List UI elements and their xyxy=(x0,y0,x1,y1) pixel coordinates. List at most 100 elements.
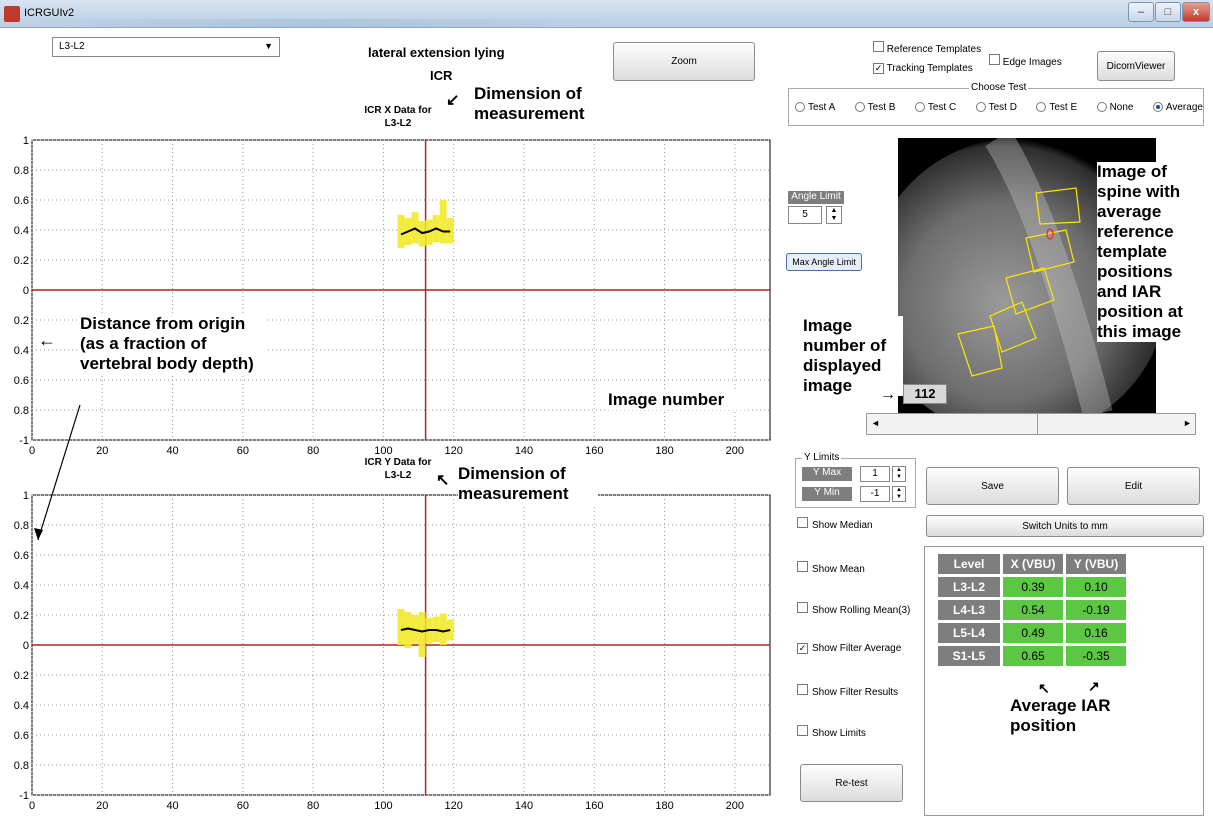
show-option-label: Show Rolling Mean(3) xyxy=(812,605,911,616)
y-tick-label: 1 xyxy=(23,135,29,147)
y-tick-label: 0 xyxy=(23,285,29,297)
test-radio-average[interactable]: Average xyxy=(1152,102,1203,113)
show-option-checkbox[interactable]: Show Limits xyxy=(797,725,866,739)
value-cell: -0.35 xyxy=(1066,646,1126,666)
band-segment xyxy=(397,609,405,645)
x-tick-label: 140 xyxy=(515,445,533,457)
table-row: S1-L5 0.65 -0.35 xyxy=(938,646,1126,666)
show-option-checkbox[interactable]: Show Filter Results xyxy=(797,684,898,698)
x-tick-label: 0 xyxy=(29,445,35,457)
band-segment xyxy=(397,215,405,248)
edge-images-label: Edge Images xyxy=(1002,57,1062,68)
value-cell: -0.19 xyxy=(1066,600,1126,620)
show-option-checkbox[interactable]: ✓ Show Filter Average xyxy=(797,643,901,654)
x-tick-label: 200 xyxy=(726,800,744,812)
x-tick-label: 40 xyxy=(166,800,178,812)
save-button[interactable]: Save xyxy=(926,467,1059,505)
image-slider[interactable]: ◄ ► xyxy=(866,413,1196,435)
tracking-templates-checkbox[interactable]: ✓ Tracking Templates xyxy=(873,63,973,74)
zoom-button[interactable]: Zoom xyxy=(613,42,755,81)
table-row: L5-L4 0.49 0.16 xyxy=(938,623,1126,643)
maximize-icon: □ xyxy=(1164,6,1172,18)
show-option-label: Show Median xyxy=(812,520,873,531)
show-option-label: Show Filter Average xyxy=(812,643,902,654)
level-select[interactable]: L3-L2 ▼ xyxy=(52,37,280,57)
annotation-arrow-line xyxy=(34,404,81,541)
chevron-down-icon: ▼ xyxy=(264,41,273,51)
maximize-button[interactable]: □ xyxy=(1155,2,1181,22)
reference-templates-label: Reference Templates xyxy=(886,44,982,55)
edge-images-checkbox[interactable]: Edge Images xyxy=(989,54,1062,68)
checkbox-box xyxy=(797,561,808,572)
dicom-viewer-button[interactable]: DicomViewer xyxy=(1097,51,1175,81)
window-title: ICRGUIv2 xyxy=(24,7,75,19)
check-icon: ✓ xyxy=(873,63,884,74)
radio-label: Test A xyxy=(808,102,836,113)
slider-thumb[interactable] xyxy=(1037,414,1038,434)
switch-units-button[interactable]: Switch Units to mm xyxy=(926,515,1204,537)
retest-button[interactable]: Re-test xyxy=(800,764,903,802)
y-tick-label: 0.4 xyxy=(14,345,29,357)
table-header: Y (VBU) xyxy=(1066,554,1126,574)
radio-label: Test E xyxy=(1049,102,1078,113)
scroll-right-icon[interactable]: ► xyxy=(1183,418,1192,428)
y-tick-label: 0.4 xyxy=(14,700,29,712)
test-radio-test-c[interactable]: Test C xyxy=(914,102,956,113)
test-radio-test-a[interactable]: Test A xyxy=(795,102,835,113)
y-min-input[interactable]: -1 xyxy=(860,486,890,502)
minimize-icon: – xyxy=(1137,6,1145,18)
band-segment xyxy=(439,200,447,244)
app-icon xyxy=(4,6,20,22)
checkbox-box xyxy=(797,684,808,695)
reference-templates-checkbox[interactable]: Reference Templates xyxy=(873,41,981,55)
arrow-icon: ↙ xyxy=(446,92,460,109)
x-tick-label: 120 xyxy=(445,445,463,457)
show-option-checkbox[interactable]: Show Median xyxy=(797,517,873,531)
check-icon: ✓ xyxy=(797,643,808,654)
value-cell: 0.10 xyxy=(1066,577,1126,597)
y-tick-label: 0.8 xyxy=(14,405,29,417)
angle-limit-stepper[interactable]: ▲ ▼ xyxy=(826,206,842,224)
show-option-label: Show Limits xyxy=(812,728,866,739)
test-radio-test-b[interactable]: Test B xyxy=(854,102,896,113)
y-tick-label: 0.8 xyxy=(14,165,29,177)
value-cell: 0.65 xyxy=(1003,646,1063,666)
table-header: X (VBU) xyxy=(1003,554,1063,574)
radio-label: Average xyxy=(1165,102,1203,113)
scroll-left-icon[interactable]: ◄ xyxy=(871,418,880,428)
show-option-checkbox[interactable]: Show Mean xyxy=(797,561,865,575)
results-table: Level X (VBU) Y (VBU) L3-L2 0.39 0.10 L4-L3 0.5… xyxy=(935,551,1129,669)
x-tick-label: 80 xyxy=(307,445,319,457)
y-tick-label: 0.8 xyxy=(14,520,29,532)
y-min-stepper[interactable]: ▲ ▼ xyxy=(892,486,906,502)
x-tick-label: 180 xyxy=(655,445,673,457)
show-option-checkbox[interactable]: Show Rolling Mean(3) xyxy=(797,602,910,616)
taskbar-tabs xyxy=(40,19,600,27)
y-max-stepper[interactable]: ▲ ▼ xyxy=(892,466,906,482)
test-radio-test-e[interactable]: Test E xyxy=(1036,102,1077,113)
x-tick-label: 160 xyxy=(585,445,603,457)
distance-annotation: Distance from origin (as a fraction of v… xyxy=(80,314,265,374)
arrow-icon: ↖ xyxy=(436,472,450,489)
level-cell: S1-L5 xyxy=(938,646,1000,666)
edit-button[interactable]: Edit xyxy=(1067,467,1200,505)
max-angle-limit-button[interactable]: Max Angle Limit xyxy=(786,253,862,271)
angle-limit-input[interactable]: 5 xyxy=(788,206,822,224)
band-segment xyxy=(439,613,447,645)
icr-y-chart: 0 20 40 60 80 100 120 140 160 180 200 -1 0.8 0.6 0.4 0.… xyxy=(14,490,771,812)
minimize-button[interactable]: – xyxy=(1128,2,1154,22)
table-row: L3-L2 0.39 0.10 xyxy=(938,577,1126,597)
test-radio-test-d[interactable]: Test D xyxy=(975,102,1017,113)
value-cell: 0.39 xyxy=(1003,577,1063,597)
x-tick-label: 20 xyxy=(96,445,108,457)
test-radio-none[interactable]: None xyxy=(1096,102,1133,113)
radio-icon xyxy=(1096,102,1107,113)
checkbox-box xyxy=(797,517,808,528)
x-tick-label: 60 xyxy=(237,445,249,457)
level-cell: L3-L2 xyxy=(938,577,1000,597)
checkbox-box xyxy=(797,725,808,736)
close-button[interactable]: x xyxy=(1182,2,1210,22)
radio-label: Test B xyxy=(867,102,896,113)
y-max-input[interactable]: 1 xyxy=(860,466,890,482)
choose-test-caption: Choose Test xyxy=(969,82,1029,93)
